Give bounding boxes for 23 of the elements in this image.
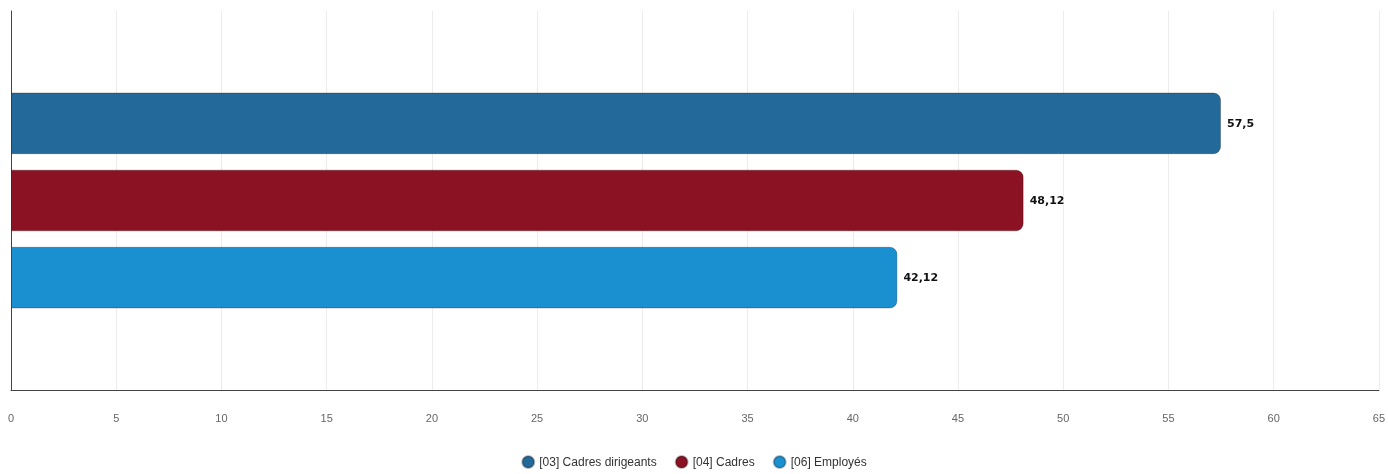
data-label: 57,5 <box>1227 116 1255 130</box>
x-tick-label: 60 <box>1267 411 1280 424</box>
x-tick-label: 20 <box>425 411 439 424</box>
x-tick-label: 50 <box>1057 411 1070 424</box>
x-tick-label: 10 <box>215 411 228 424</box>
legend-label: [06] Employés <box>790 455 867 469</box>
data-label: 42,12 <box>903 271 939 285</box>
legend-label: [04] Cadres <box>692 455 755 469</box>
x-tick-label: 55 <box>1162 411 1175 424</box>
x-tick-label: 5 <box>113 411 120 424</box>
x-tick-label: 15 <box>320 411 333 424</box>
bar <box>11 92 1222 155</box>
x-tick-label: 25 <box>530 411 544 424</box>
x-tick-label: 0 <box>7 411 15 424</box>
x-tick-label: 30 <box>636 411 649 424</box>
data-label: 48,12 <box>1029 194 1065 207</box>
bar <box>11 246 898 309</box>
x-tick-label: 45 <box>951 411 965 424</box>
x-tick-label: 65 <box>1372 411 1386 424</box>
legend-label: [03] Cadres dirigeants <box>539 455 657 469</box>
bar <box>11 169 1024 232</box>
x-tick-label: 35 <box>741 411 754 424</box>
x-tick-label: 40 <box>846 411 859 424</box>
